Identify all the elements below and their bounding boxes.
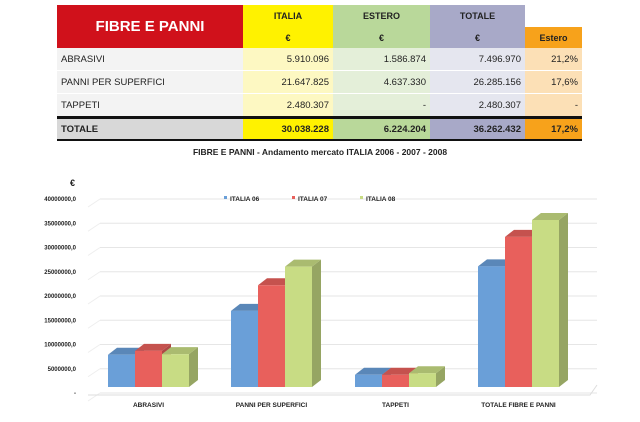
gridline-side: [87, 368, 101, 378]
table-row: PANNI PER SUPERFICI 21.647.825 4.637.330…: [57, 70, 582, 94]
legend-label: ITALIA 07: [298, 196, 328, 203]
cell-totale: 36.262.432: [430, 116, 525, 141]
cell-italia: 21.647.825: [243, 70, 333, 94]
cell-estero: 4.637.330: [333, 70, 430, 94]
bar-front: [532, 220, 559, 387]
row-label: TOTALE: [57, 116, 243, 141]
row-label: PANNI PER SUPERFICI: [57, 70, 243, 94]
cell-pct: -: [525, 93, 582, 118]
floor: [88, 384, 598, 396]
y-tick-label: 25000000,0: [44, 270, 76, 276]
cell-italia: 30.038.228: [243, 116, 333, 141]
unit-estero: €: [333, 27, 430, 48]
total-row: TOTALE 30.038.228 6.224.204 36.262.432 1…: [57, 116, 582, 141]
row-label: ABRASIVI: [57, 48, 243, 71]
bar-front: [285, 266, 312, 387]
table-title: FIBRE E PANNI: [57, 5, 243, 48]
y-tick-label: 35000000,0: [44, 221, 76, 227]
legend-label: ITALIA 08: [366, 196, 396, 203]
gridline-side: [87, 295, 101, 305]
bar-top: [532, 213, 568, 220]
x-tick-label: TOTALE FIBRE E PANNI: [481, 402, 556, 409]
gridline-side: [87, 222, 101, 232]
cell-pct: 21,2%: [525, 48, 582, 71]
bar-top: [162, 347, 198, 355]
bar-front: [162, 354, 189, 387]
bar-front: [231, 310, 258, 387]
x-tick-label: PANNI PER SUPERFICI: [236, 402, 308, 409]
bar-top: [285, 259, 321, 267]
bar: [532, 213, 568, 387]
unit-totale: €: [430, 27, 525, 48]
y-tick-label: 30000000,0: [44, 246, 76, 252]
y-tick-label: 10000000,0: [44, 343, 76, 349]
bar-side: [312, 259, 321, 387]
bar-top: [382, 367, 418, 375]
gridline-side: [87, 392, 101, 402]
table-row: ABRASIVI 5.910.096 1.586.874 7.496.970 2…: [57, 48, 582, 71]
bar-top: [409, 366, 445, 374]
gridline-side: [87, 247, 101, 256]
legend-swatch: [292, 196, 295, 199]
cell-italia: 5.910.096: [243, 48, 333, 71]
legend-swatch: [224, 196, 227, 199]
unit-estero-pct: Estero: [525, 27, 582, 48]
bar-top: [135, 343, 171, 351]
col-header-estero: ESTERO: [333, 5, 430, 27]
bar-top: [355, 367, 391, 375]
gridline-side: [87, 271, 101, 281]
gridline-side: [87, 319, 101, 329]
unit-italia: €: [243, 27, 333, 48]
bar-front: [108, 354, 135, 387]
bar-side: [436, 366, 445, 387]
bar-front: [409, 373, 436, 387]
cell-totale: 7.496.970: [430, 48, 525, 71]
y-tick-label: 5000000,0: [48, 367, 77, 373]
bar-front: [505, 236, 532, 387]
cell-pct: 17,2%: [525, 116, 582, 141]
gridline-side: [87, 198, 101, 208]
chart-title: FIBRE E PANNI - Andamento mercato ITALIA…: [193, 147, 447, 157]
x-tick-label: ABRASIVI: [133, 402, 164, 409]
bar-front: [355, 374, 382, 387]
y-tick-label: -: [74, 391, 76, 397]
gridline-side: [87, 344, 101, 353]
bar-front: [258, 285, 285, 387]
y-tick-label: 15000000,0: [44, 318, 76, 324]
cell-estero: 6.224.204: [333, 116, 430, 141]
y-tick-label: 40000000,0: [44, 197, 76, 203]
bar-front: [135, 350, 162, 387]
x-tick-label: TAPPETI: [382, 402, 409, 409]
summary-table: FIBRE E PANNI ITALIA ESTERO TOTALE € € €…: [57, 5, 582, 141]
legend-label: ITALIA 06: [230, 196, 260, 203]
y-axis-label: €: [70, 178, 75, 188]
bar-front: [478, 266, 505, 387]
cell-estero: 1.586.874: [333, 48, 430, 71]
row-label: TAPPETI: [57, 93, 243, 118]
col-header-italia: ITALIA: [243, 5, 333, 27]
cell-pct: 17,6%: [525, 70, 582, 94]
bar-side: [559, 213, 568, 387]
bar: [285, 259, 321, 387]
bar: [162, 347, 198, 387]
col-header-totale: TOTALE: [430, 5, 525, 27]
legend-swatch: [360, 196, 363, 199]
bar: [409, 366, 445, 387]
bar-side: [189, 347, 198, 387]
y-tick-label: 20000000,0: [44, 294, 76, 300]
bar-front: [382, 374, 409, 387]
cell-totale: 26.285.156: [430, 70, 525, 94]
